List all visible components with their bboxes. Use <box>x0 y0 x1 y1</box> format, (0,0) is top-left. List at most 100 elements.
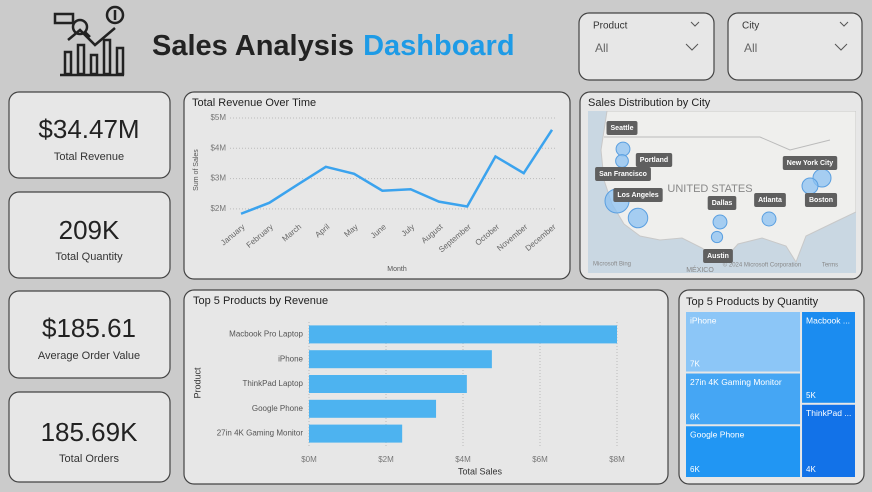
kpi-value: 185.69K <box>41 417 139 447</box>
x-tick-label: $4M <box>455 455 471 464</box>
city-label-box <box>804 193 838 207</box>
bar <box>309 350 492 369</box>
city-label-box <box>595 167 651 181</box>
filter-label: City <box>742 21 759 32</box>
kpi-card <box>8 391 171 483</box>
bar <box>309 424 403 443</box>
kpi-card <box>8 191 171 279</box>
chart-title: Top 5 Products by Revenue <box>193 295 328 307</box>
chart-title: Sales Distribution by City <box>588 97 711 109</box>
city-label: Dallas <box>712 200 733 207</box>
y-tick-label: $2M <box>210 204 226 213</box>
city-label: San Francisco <box>599 171 647 178</box>
city-label-box <box>782 156 838 170</box>
filter[interactable]: Product All <box>578 12 715 81</box>
city-bubble <box>712 214 728 230</box>
map-label: MÉXICO <box>686 265 714 274</box>
chart-title: Total Revenue Over Time <box>192 97 316 109</box>
y-tick-label: $4M <box>210 143 226 152</box>
cell-name: iPhone <box>690 315 717 325</box>
cell-value: 7K <box>690 360 700 369</box>
chevron <box>834 43 848 51</box>
y-tick-label: 27in 4K Gaming Monitor <box>217 429 304 438</box>
y-tick-label: ThinkPad Laptop <box>243 379 304 388</box>
city-label: Boston <box>809 197 833 204</box>
line <box>240 129 554 215</box>
x-axis-title: Total Sales <box>458 466 503 476</box>
cell-value: 5K <box>806 391 816 400</box>
kpi-label: Total Revenue <box>54 151 124 163</box>
city-label-box <box>703 249 733 263</box>
city-label: Seattle <box>611 125 634 132</box>
treemap-cell <box>802 312 855 403</box>
city-label: Los Angeles <box>617 192 658 199</box>
map-label: Microsoft Bing <box>593 262 631 268</box>
x-tick-label: $8M <box>609 455 625 464</box>
x-tick-label: $0M <box>301 455 317 464</box>
city-label-box <box>754 193 786 207</box>
city-label: Portland <box>640 157 668 164</box>
filter-label: Product <box>593 21 628 32</box>
y-tick-label: iPhone <box>278 354 303 363</box>
x-tick-label: $2M <box>378 455 394 464</box>
city-label-box <box>707 196 737 210</box>
chevron <box>839 21 849 27</box>
map-border <box>604 136 831 151</box>
city-label-box <box>613 188 663 202</box>
treemap-cell <box>802 404 855 477</box>
chevron <box>685 43 699 51</box>
city-label-box <box>606 121 638 135</box>
filter[interactable]: City All <box>727 12 863 81</box>
cell-name: Google Phone <box>690 430 745 440</box>
kpi-label: Average Order Value <box>38 350 140 362</box>
chart-card <box>183 91 571 280</box>
y-axis-title: Sum of Sales <box>193 149 200 191</box>
city-bubble <box>615 154 629 168</box>
bar <box>309 399 437 418</box>
bar <box>309 325 617 344</box>
kpi-label: Total Quantity <box>55 251 123 263</box>
city-label: Austin <box>707 253 729 260</box>
map: UNITED STATES MÉXICO Microsoft Bing © 2024 … <box>588 111 856 274</box>
x-axis-title: Month <box>387 266 407 273</box>
map-label: Terms <box>822 263 838 269</box>
map-label: © 2024 Microsoft Corporation <box>723 262 801 269</box>
title-accent: Dashboard <box>363 30 514 62</box>
kpi-card <box>8 290 171 379</box>
chevron <box>690 21 700 27</box>
kpi-value: $185.61 <box>42 313 136 343</box>
kpi-card <box>8 91 171 179</box>
cell-value: 6K <box>690 465 700 474</box>
city-label: Atlanta <box>758 197 782 204</box>
logo-icon <box>53 5 125 77</box>
treemap-cell <box>686 373 801 425</box>
city-bubble <box>761 211 777 227</box>
city-bubble <box>615 141 631 157</box>
cell-name: Macbook ... <box>806 315 850 325</box>
city-bubble <box>627 207 649 229</box>
kpi-value: $34.47M <box>38 114 139 144</box>
x-tick-label: $6M <box>532 455 548 464</box>
title: Sales Analysis <box>152 30 354 62</box>
city-bubble <box>801 177 819 195</box>
cell-value: 4K <box>806 465 816 474</box>
map-label: UNITED STATES <box>667 183 752 195</box>
filter-card[interactable] <box>578 12 715 81</box>
y-tick-label: Macbook Pro Laptop <box>229 330 303 339</box>
cell-name: 27in 4K Gaming Monitor <box>690 377 782 387</box>
filter-card[interactable] <box>727 12 863 81</box>
filter-value: All <box>744 41 757 55</box>
city-label-box <box>635 153 673 167</box>
city-label: New York City <box>787 160 834 167</box>
bar <box>309 375 467 393</box>
kpi-value: 209K <box>59 215 120 245</box>
y-tick-label: $3M <box>210 174 226 183</box>
city-bubble <box>710 230 724 244</box>
y-axis-title: Product <box>192 367 202 399</box>
kpi-label: Total Orders <box>59 453 119 465</box>
y-tick-label: $5M <box>210 113 226 122</box>
page-title: Sales Analysis Dashboard <box>152 30 515 62</box>
y-tick-label: Google Phone <box>252 404 304 413</box>
